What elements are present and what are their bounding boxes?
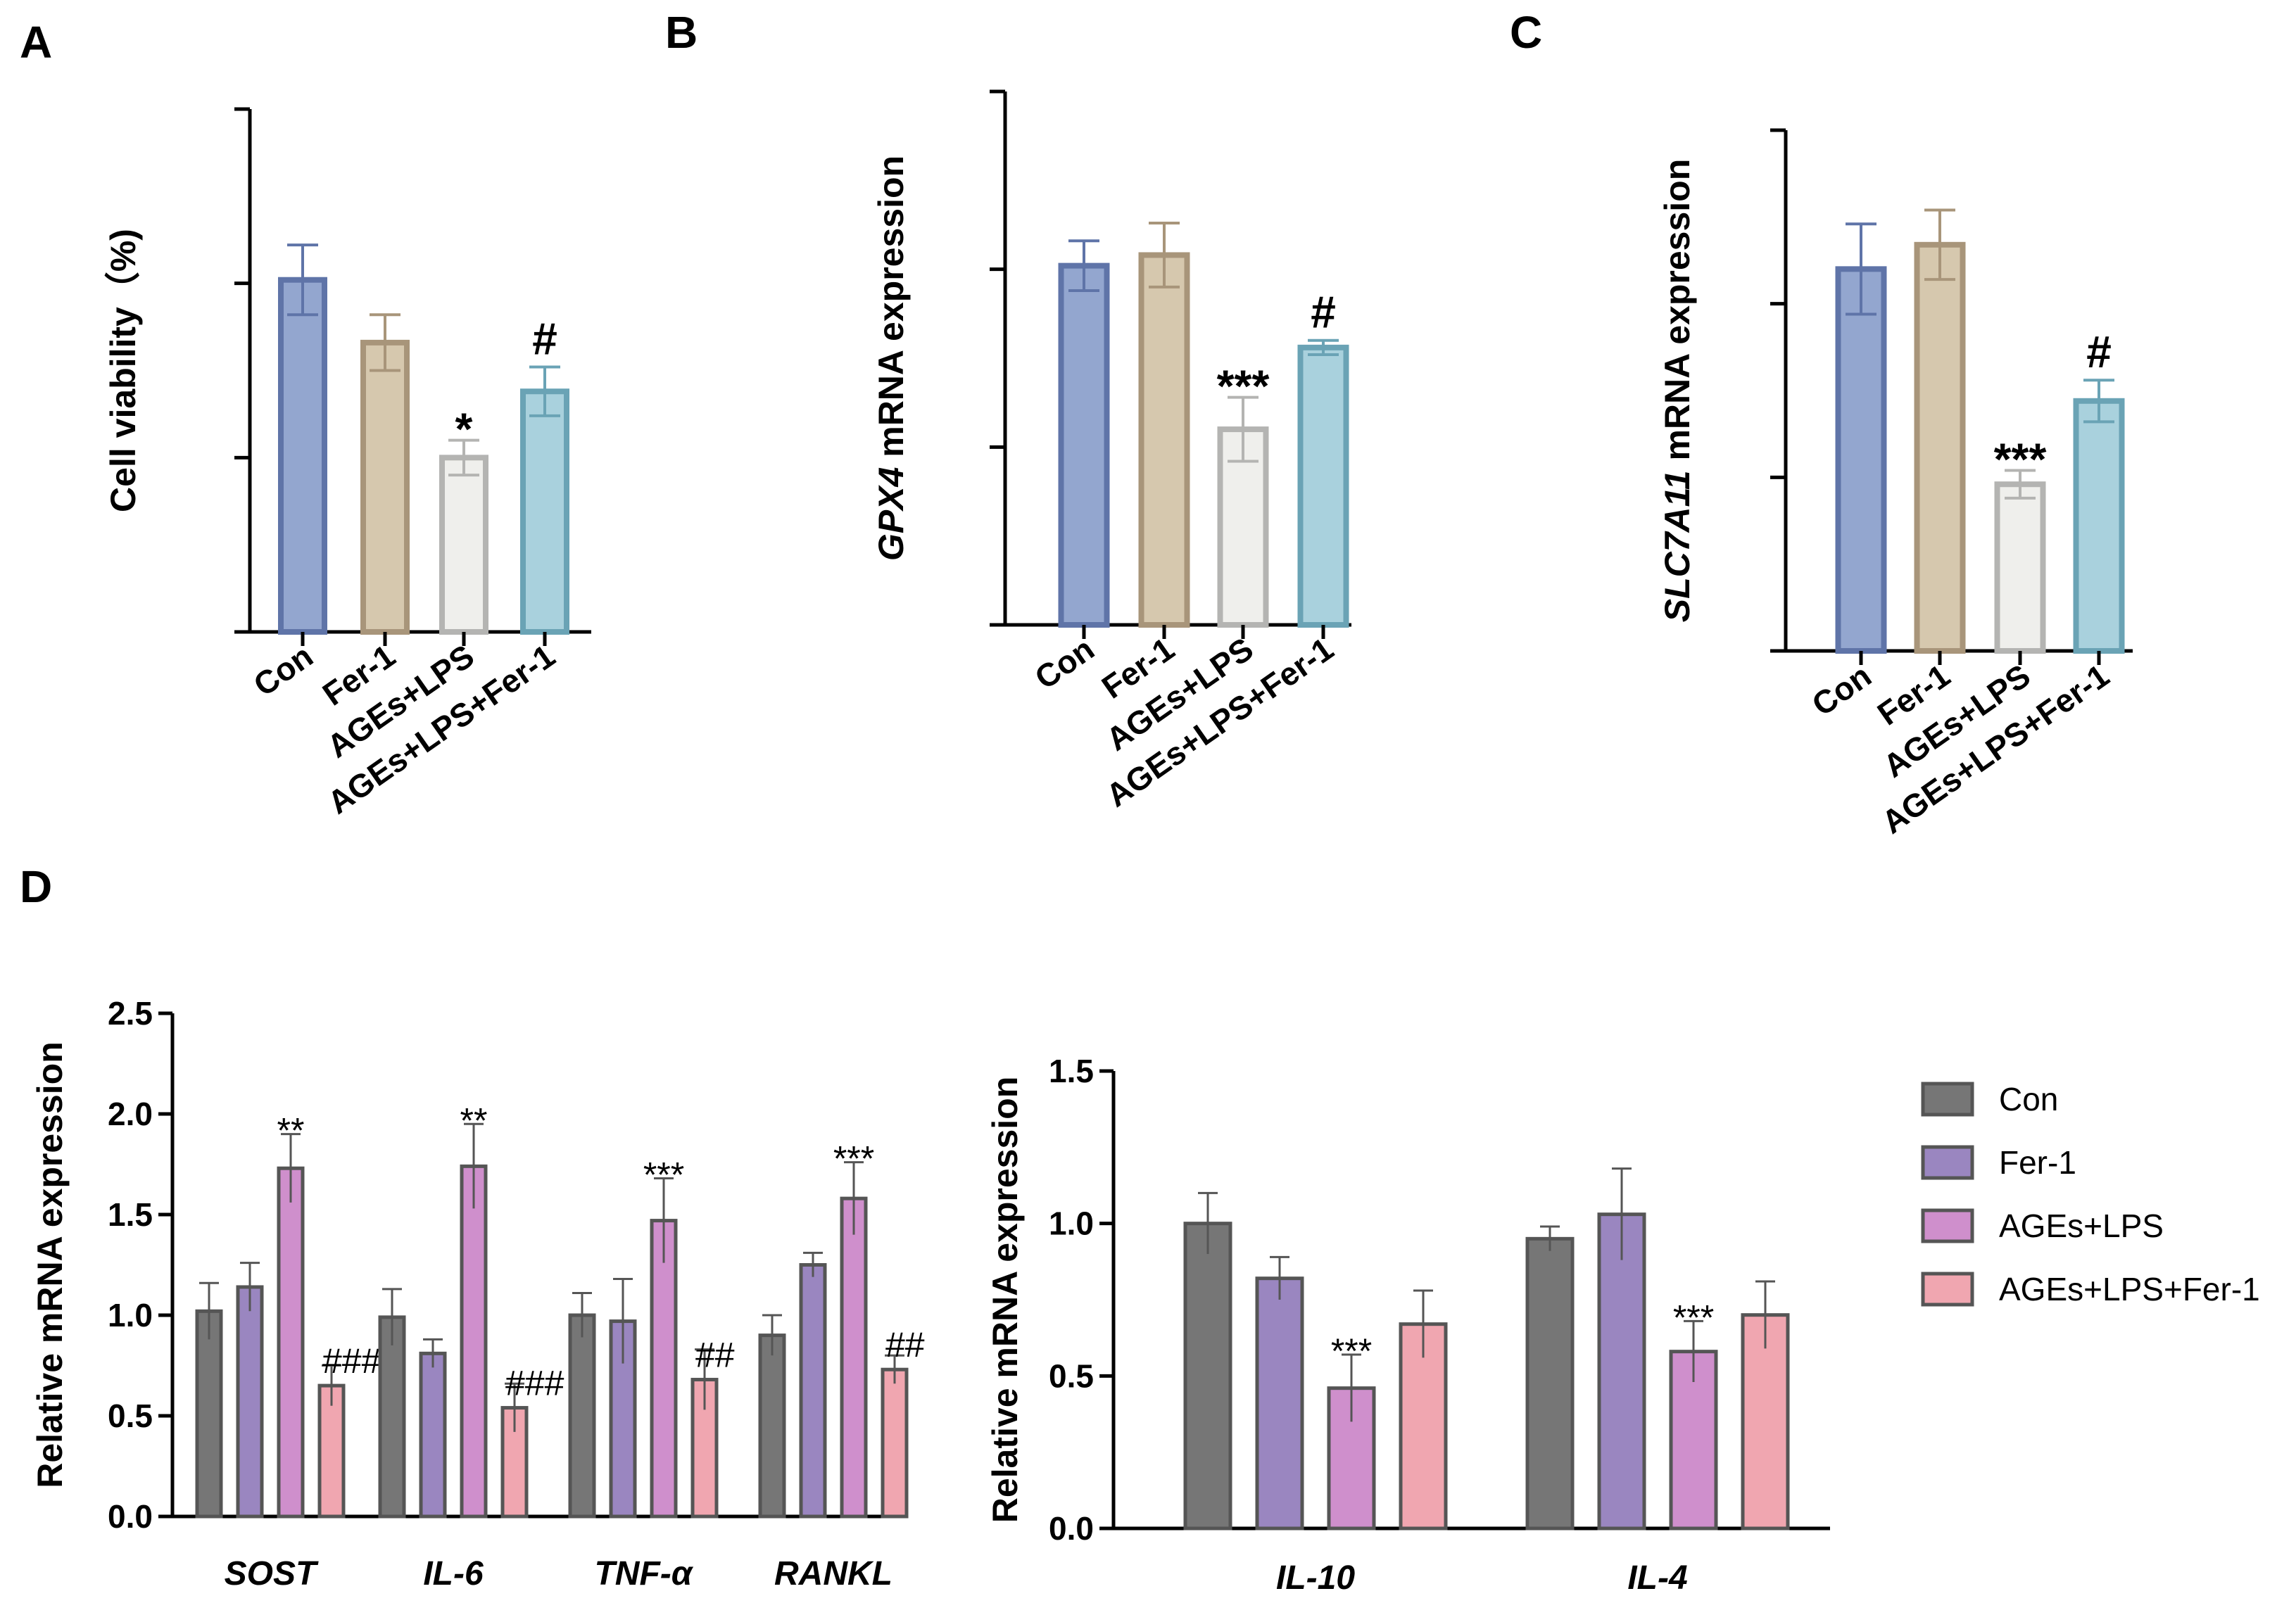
legend-swatch-ages-lps [1921,1208,1974,1243]
bar-a-ages-lps [439,455,488,635]
bar-c-con [1835,266,1887,654]
bar-d2-il-4-ages-lps-fer-1 [1741,1313,1790,1531]
significance-d-il-6-ages-lps: ** [460,1101,488,1140]
panel-d2-category-label: IL-10 [1276,1559,1355,1597]
bar-d-il-6-con [378,1315,406,1519]
bar-d2-il-10-ages-lps-fer-1 [1399,1322,1448,1531]
panel-d-y-axis-title: Relative mRNA expression [30,1041,70,1488]
panel-b-category-label: Con [1028,631,1101,697]
panel-d-category-label: IL-6 [423,1555,484,1592]
bar-a-fer-1 [360,339,410,635]
panel-d2-ytick-label: 1.0 [1049,1205,1094,1242]
panel-d-ytick-label: 2.0 [108,1096,153,1132]
significance-d-sost-ages-lps-fer-1: ### [322,1341,381,1381]
significance-d2-il-10-ages-lps: *** [1331,1331,1372,1371]
bar-d-rankl-ages-lps [840,1196,868,1519]
panel-d-category-label: RANKL [774,1555,892,1592]
bar-d-sost-con [195,1309,223,1519]
panel-c-y-title-gene: SLC7A11 [1658,470,1697,622]
chart-d-proinflammatory: 0.0 0.5 1.0 1.5 2.0 2.5 Relative mRNA expressi… [30,995,925,1592]
bar-d-il-6-fer-1 [419,1351,447,1519]
bar-d-sost-fer-1 [236,1285,264,1519]
bar-d-rankl-ages-lps-fer-1 [881,1367,909,1519]
panel-d-category-label: SOST [225,1555,319,1592]
bar-d-sost-ages-lps [277,1166,305,1519]
significance-d2-il-4-ages-lps: *** [1673,1298,1714,1337]
bar-d2-il-4-fer-1 [1597,1212,1646,1531]
panel-label-a: A [20,17,52,68]
legend-swatch-ages-lps-fer-1 [1921,1272,1974,1307]
panel-a-y-axis-title: Cell viability（%) [103,229,143,512]
significance-d-tnf-ages-lps: *** [643,1155,684,1195]
panel-d-ytick-label: 0.0 [108,1498,153,1535]
panel-d2-y-axis-title: Relative mRNA expression [985,1077,1025,1523]
panel-d-category-label: TNF-α [594,1555,693,1592]
significance-a-ages-lps: * [455,404,473,455]
bar-c-ages-lps [1994,481,2046,654]
panel-d-ytick-label: 0.5 [108,1398,153,1434]
panel-label-b: B [665,7,698,58]
chart-c: SLC7A11 mRNA expressionConFer-1AGEs+LPS*… [1658,128,2133,841]
legend: Con Fer-1 AGEs+LPS AGEs+LPS+Fer-1 [1921,1081,2260,1307]
chart-b: GPX4 mRNA expressionConFer-1AGEs+LPS***A… [871,89,1351,814]
bar-c-fer-1 [1914,241,1966,654]
panel-label-d: D [20,861,52,912]
bar-d-il-6-ages-lps [460,1164,488,1519]
significance-c-ages-lps: *** [1994,433,2047,484]
panel-a-category-label: Con [247,638,320,704]
panel-d2-ytick-label: 1.5 [1049,1053,1094,1089]
bar-b-con [1058,262,1110,628]
bar-d-tnf-ages-lps-fer-1 [690,1378,719,1519]
significance-d-rankl-ages-lps-fer-1: ## [885,1325,925,1364]
legend-swatch-fer-1 [1921,1145,1974,1180]
bar-d-rankl-fer-1 [799,1263,827,1519]
bar-b-ages-lps-fer-1 [1297,344,1349,628]
bar-d-tnf-con [568,1313,596,1519]
panel-c-y-title-rest: mRNA expression [1658,159,1697,471]
panel-c-category-label: Con [1805,657,1878,723]
panel-b-y-title-rest: mRNA expression [871,156,911,467]
panel-d-ytick-label: 2.5 [108,995,153,1032]
significance-c-ages-lps-fer-1: # [2086,327,2112,377]
legend-swatch-con [1921,1082,1974,1117]
significance-a-ages-lps-fer-1: # [532,314,557,365]
legend-label-fer-1: Fer-1 [1999,1144,2076,1181]
panel-b-y-axis-title: GPX4 mRNA expression [871,156,911,561]
legend-label-ages-lps-fer-1: AGEs+LPS+Fer-1 [1999,1271,2260,1307]
bar-b-fer-1 [1138,252,1190,628]
significance-d-sost-ages-lps: ** [277,1111,305,1151]
bar-a-ages-lps-fer-1 [520,388,569,635]
panel-d-ytick-label: 1.5 [108,1196,153,1233]
bar-d-rankl-con [758,1333,786,1519]
panel-d-ytick-label: 1.0 [108,1297,153,1333]
chart-d-antiinflammatory: 0.0 0.5 1.0 1.5 Relative mRNA expression *** I… [985,1053,1830,1597]
significance-d-rankl-ages-lps: *** [833,1139,874,1179]
chart-a: Cell viability（%)ConFer-1AGEs+LPS*AGEs+L… [103,107,591,821]
panel-c-y-axis-title: SLC7A11 mRNA expression [1658,159,1697,623]
panel-label-c: C [1510,7,1542,58]
significance-b-ages-lps: *** [1217,361,1270,412]
bar-d2-il-10-con [1183,1222,1232,1531]
panel-d2-ytick-label: 0.0 [1049,1510,1094,1547]
bar-a-con [278,277,327,635]
legend-label-con: Con [1999,1081,2058,1117]
significance-d-tnf-ages-lps-fer-1: ## [695,1336,735,1375]
legend-label-ages-lps: AGEs+LPS [1999,1208,2164,1244]
panel-d2-category-label: IL-4 [1627,1559,1687,1597]
significance-d-il-6-ages-lps-fer-1: ### [505,1364,564,1403]
bar-d2-il-4-con [1525,1236,1575,1531]
bar-c-ages-lps-fer-1 [2073,398,2125,654]
significance-b-ages-lps-fer-1: # [1311,287,1336,338]
bar-d2-il-10-fer-1 [1255,1276,1304,1531]
panel-b-y-title-gene: GPX4 [871,467,911,561]
bar-d-tnf-ages-lps [650,1219,678,1519]
panel-d2-ytick-label: 0.5 [1049,1357,1094,1394]
